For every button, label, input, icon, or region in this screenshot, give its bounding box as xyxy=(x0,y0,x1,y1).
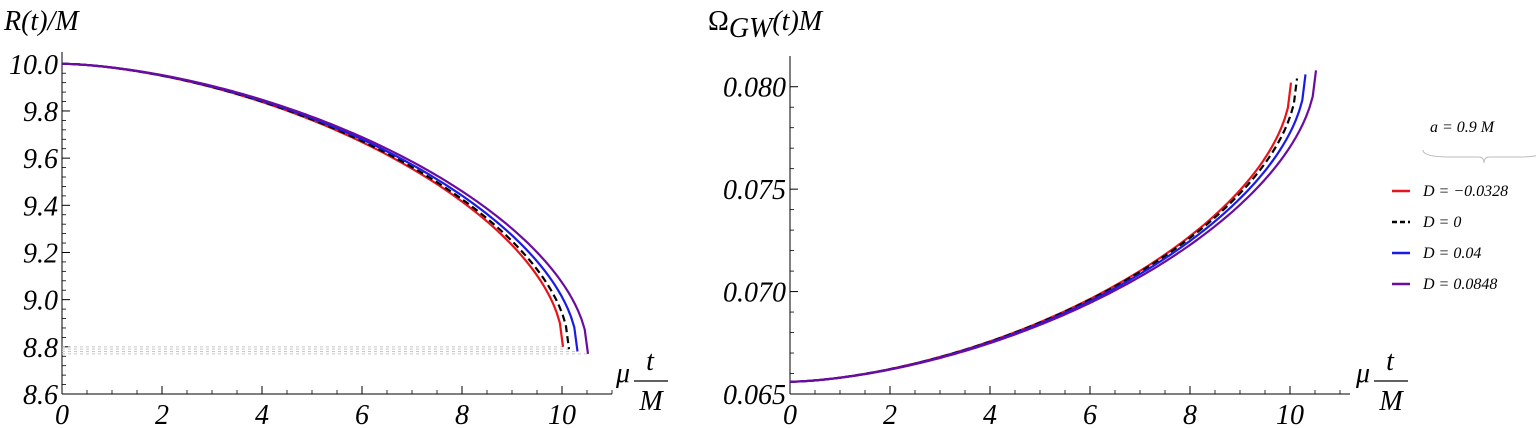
left-y-tick-label: 8.8 xyxy=(23,333,58,364)
left-series-line-0 xyxy=(61,62,565,347)
legend-entries: D = −0.0328 D = 0 D = 0.04 D = 0.0848 xyxy=(1392,183,1508,293)
left-x-label-denominator: M xyxy=(638,386,664,417)
right-series-line-1 xyxy=(789,78,1299,383)
right-y-tick-label: 0.070 xyxy=(723,278,786,309)
right-x-label-prefix: μ xyxy=(1355,358,1370,389)
legend-label: D = 0 xyxy=(1422,214,1461,231)
left-x-tick-label: 8 xyxy=(455,400,469,428)
left-y-tick-label: 8.6 xyxy=(23,380,58,411)
legend-label: D = −0.0328 xyxy=(1422,183,1508,200)
right-x-label-denominator: M xyxy=(1378,386,1404,417)
left-x-label-numerator: t xyxy=(646,346,655,377)
right-y-axis-label: ΩGW(t)M xyxy=(708,6,824,44)
right-y-label-omega: Ω xyxy=(708,6,729,37)
left-series-line-1 xyxy=(61,62,571,350)
left-series-group xyxy=(61,62,590,355)
left-y-tick-label: 10.0 xyxy=(9,50,58,81)
left-series-line-3 xyxy=(61,62,590,355)
right-x-label-numerator: t xyxy=(1386,346,1395,377)
right-ticks: 0 2 4 6 8 10 0.065 0.070 0.075 0.080 xyxy=(723,73,1341,428)
left-y-tick-label: 9.2 xyxy=(23,238,58,269)
right-x-tick-label: 8 xyxy=(1183,400,1197,428)
left-series-line-2 xyxy=(61,62,579,352)
left-x-label-prefix: μ xyxy=(615,358,630,389)
left-ticks: 0 2 4 6 8 10 8.6 8.8 9.0 9.2 9.4 9.6 9.8 10.0 xyxy=(9,50,613,428)
right-y-tick-label: 0.080 xyxy=(723,73,786,104)
right-series-line-3 xyxy=(789,70,1318,383)
right-x-tick-label: 10 xyxy=(1276,400,1304,428)
legend: a = 0.9 M D = −0.0328 D = 0 D = 0.04 D = 0.… xyxy=(1392,119,1536,293)
right-y-tick-label: 0.065 xyxy=(723,380,786,411)
legend-brace xyxy=(1422,149,1536,164)
left-x-tick-label: 0 xyxy=(55,400,69,428)
left-y-axis-label: R(t)/M xyxy=(3,6,80,37)
legend-label: D = 0.04 xyxy=(1422,245,1481,262)
right-y-label-rest: (t)M xyxy=(772,6,823,37)
left-x-tick-label: 10 xyxy=(548,400,576,428)
right-x-tick-label: 6 xyxy=(1083,400,1097,428)
right-x-tick-label: 4 xyxy=(983,400,997,428)
right-y-label-subscript: GW xyxy=(729,13,775,44)
right-series-line-0 xyxy=(789,82,1293,383)
left-y-tick-label: 9.6 xyxy=(23,144,58,175)
left-x-tick-label: 4 xyxy=(255,400,269,428)
left-y-tick-label: 9.4 xyxy=(23,191,58,222)
right-series-line-2 xyxy=(789,74,1307,383)
left-y-tick-label: 9.8 xyxy=(23,97,58,128)
left-y-tick-label: 9.0 xyxy=(23,286,58,317)
right-x-tick-label: 0 xyxy=(783,400,797,428)
right-y-tick-label: 0.075 xyxy=(723,175,786,206)
right-x-tick-label: 2 xyxy=(883,400,897,428)
legend-header: a = 0.9 M xyxy=(1430,119,1496,136)
left-chart-panel: R(t)/M 0 2 4 6 8 108.68.89.09.29.49.69.810.0 … xyxy=(3,6,668,428)
right-series-group xyxy=(789,70,1318,383)
legend-label: D = 0.0848 xyxy=(1422,276,1497,293)
left-x-tick-label: 2 xyxy=(155,400,169,428)
left-x-tick-label: 6 xyxy=(355,400,369,428)
